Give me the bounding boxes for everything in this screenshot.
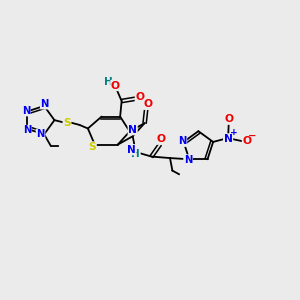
Text: N: N (23, 125, 31, 135)
Text: N: N (184, 155, 192, 165)
Text: N: N (40, 99, 49, 109)
Text: O: O (242, 136, 251, 146)
Text: N: N (224, 134, 232, 144)
Text: O: O (111, 80, 120, 91)
Text: S: S (63, 118, 71, 128)
Text: N: N (36, 129, 45, 139)
Text: O: O (157, 134, 166, 144)
Text: O: O (143, 99, 152, 109)
Text: N: N (127, 145, 136, 155)
Text: O: O (224, 114, 233, 124)
Text: +: + (230, 128, 237, 137)
Text: N: N (22, 106, 30, 116)
Text: S: S (88, 142, 96, 152)
Text: H: H (131, 148, 140, 159)
Text: O: O (135, 92, 144, 102)
Text: N: N (128, 125, 137, 135)
Text: H: H (103, 77, 112, 87)
Text: N: N (178, 136, 187, 146)
Text: −: − (248, 131, 257, 141)
